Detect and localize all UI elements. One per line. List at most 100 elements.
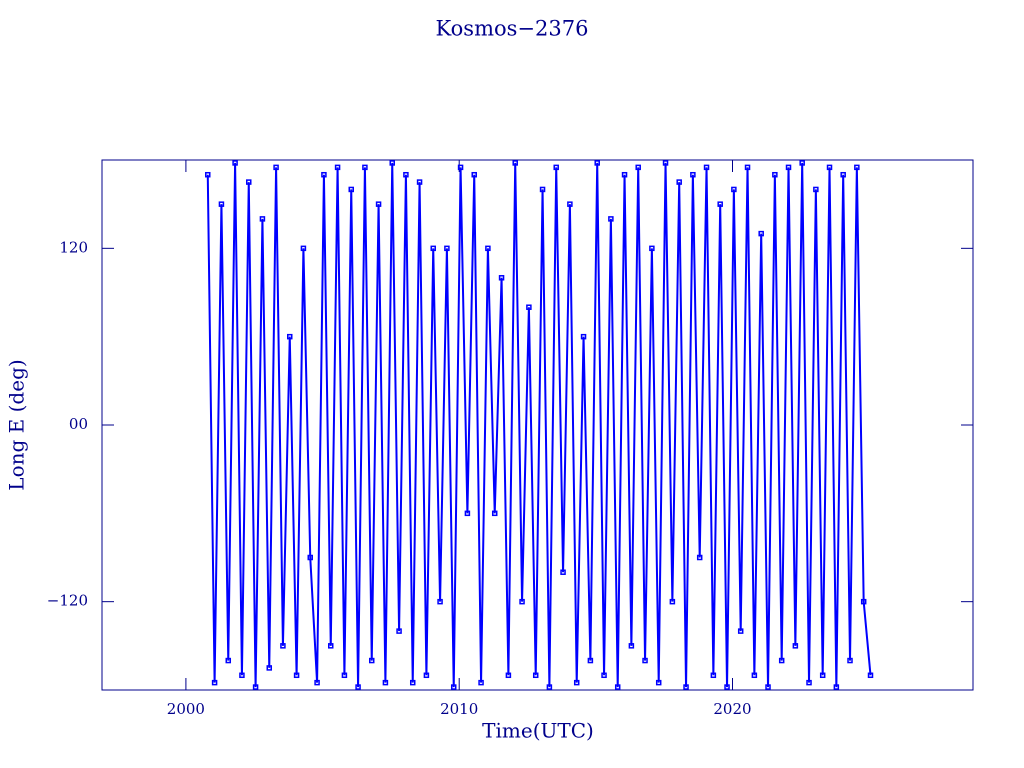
point-marker bbox=[273, 164, 279, 171]
point-marker bbox=[457, 164, 464, 171]
point-marker bbox=[662, 160, 669, 166]
point-marker bbox=[430, 245, 436, 252]
point-marker bbox=[799, 160, 805, 166]
point-marker bbox=[860, 598, 867, 605]
point-marker bbox=[532, 672, 539, 679]
series-line bbox=[206, 162, 872, 688]
point-marker bbox=[368, 657, 375, 664]
point-marker bbox=[573, 679, 580, 686]
point-marker bbox=[703, 164, 710, 171]
point-marker bbox=[833, 684, 840, 690]
point-marker bbox=[724, 684, 730, 690]
point-marker bbox=[232, 160, 238, 166]
chart-title: Kosmos−2376 bbox=[436, 17, 589, 41]
point-marker bbox=[847, 657, 853, 664]
point-marker bbox=[505, 672, 512, 679]
point-marker bbox=[355, 684, 361, 690]
point-marker bbox=[785, 164, 792, 171]
x-axis-label: Time(UTC) bbox=[482, 719, 594, 743]
point-marker bbox=[628, 643, 635, 649]
point-marker bbox=[464, 510, 471, 517]
point-marker bbox=[396, 628, 402, 634]
point-marker bbox=[806, 679, 812, 686]
point-marker bbox=[594, 160, 600, 166]
point-marker bbox=[287, 333, 293, 340]
point-marker bbox=[512, 160, 518, 166]
point-marker bbox=[696, 554, 703, 561]
point-marker bbox=[341, 672, 348, 679]
point-marker bbox=[300, 245, 307, 252]
point-marker bbox=[471, 171, 477, 178]
point-marker bbox=[403, 171, 409, 178]
point-marker bbox=[683, 684, 689, 690]
point-marker bbox=[362, 164, 368, 171]
point-marker bbox=[382, 679, 389, 686]
point-marker bbox=[389, 160, 395, 166]
point-marker bbox=[259, 216, 266, 222]
point-marker bbox=[321, 171, 327, 178]
point-marker bbox=[546, 684, 553, 690]
point-marker bbox=[778, 657, 785, 664]
point-marker bbox=[539, 186, 546, 193]
point-marker bbox=[375, 201, 382, 207]
point-marker bbox=[498, 275, 505, 281]
point-marker bbox=[608, 216, 614, 222]
point-marker bbox=[423, 672, 430, 679]
point-marker bbox=[737, 628, 744, 634]
point-marker bbox=[655, 679, 662, 686]
point-marker bbox=[669, 598, 676, 605]
point-marker bbox=[246, 179, 252, 185]
point-marker bbox=[437, 598, 443, 605]
point-marker bbox=[614, 684, 621, 690]
point-marker bbox=[751, 672, 758, 679]
x-tick-label: 2020 bbox=[713, 700, 751, 718]
point-marker bbox=[819, 672, 826, 679]
point-marker bbox=[765, 684, 771, 690]
point-marker bbox=[416, 179, 423, 185]
point-marker bbox=[758, 230, 764, 237]
point-marker bbox=[717, 201, 723, 207]
point-marker bbox=[744, 164, 751, 171]
point-marker bbox=[772, 171, 778, 178]
point-marker bbox=[813, 186, 819, 193]
point-marker bbox=[587, 657, 594, 664]
point-marker bbox=[409, 679, 416, 686]
point-marker bbox=[211, 679, 218, 686]
point-marker bbox=[601, 672, 607, 679]
point-marker bbox=[642, 657, 648, 664]
point-marker bbox=[519, 598, 525, 605]
point-marker bbox=[491, 510, 498, 517]
y-tick-label: 120 bbox=[59, 238, 88, 256]
point-marker bbox=[676, 179, 682, 185]
y-tick-label: 00 bbox=[69, 415, 88, 433]
point-marker bbox=[731, 186, 737, 193]
point-marker bbox=[218, 201, 225, 207]
point-marker bbox=[334, 164, 341, 171]
point-marker bbox=[478, 679, 484, 686]
point-marker bbox=[840, 171, 846, 178]
point-marker bbox=[867, 672, 874, 679]
point-marker bbox=[649, 245, 655, 252]
point-marker bbox=[854, 164, 860, 171]
point-marker bbox=[526, 304, 532, 310]
point-marker bbox=[826, 164, 833, 171]
x-tick-label: 2010 bbox=[440, 700, 478, 718]
point-marker bbox=[205, 171, 211, 178]
point-marker bbox=[450, 684, 457, 690]
point-marker bbox=[225, 657, 232, 664]
point-marker bbox=[293, 672, 300, 679]
y-tick-label: −120 bbox=[47, 592, 88, 610]
y-axis-label: Long E (deg) bbox=[5, 359, 29, 490]
point-marker bbox=[252, 684, 259, 690]
point-marker bbox=[307, 554, 314, 561]
point-marker bbox=[580, 333, 587, 340]
point-marker bbox=[239, 672, 245, 679]
point-marker bbox=[792, 643, 799, 649]
point-marker bbox=[314, 679, 320, 686]
point-marker bbox=[266, 665, 273, 671]
point-marker bbox=[328, 643, 334, 649]
x-tick-label: 2000 bbox=[167, 700, 205, 718]
point-marker bbox=[621, 171, 628, 178]
point-marker bbox=[635, 164, 641, 171]
